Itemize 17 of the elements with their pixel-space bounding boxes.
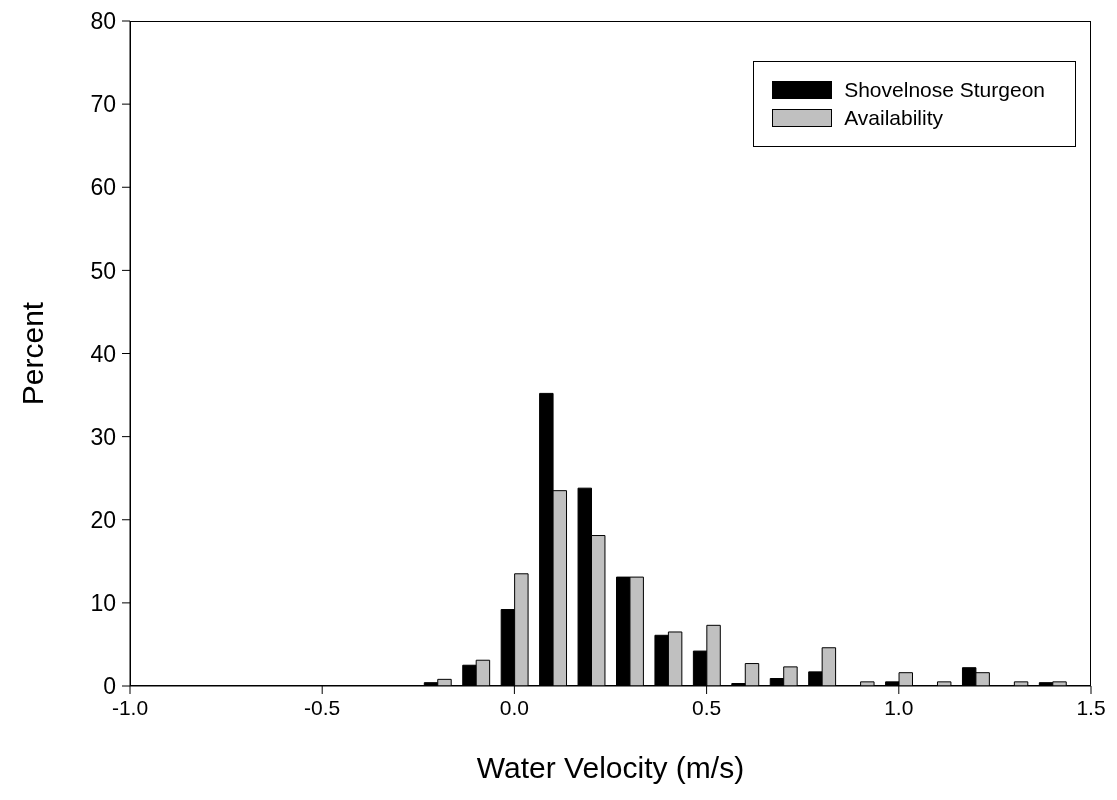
y-tick-label: 40 [90, 340, 116, 367]
y-tick-label: 20 [90, 506, 116, 533]
x-tick-label: 1.0 [884, 695, 914, 719]
y-tick-label: 50 [90, 257, 116, 284]
y-axis-title: Percent [15, 301, 49, 406]
x-tick-label: -0.5 [304, 695, 341, 719]
legend-label: Shovelnose Sturgeon [844, 77, 1045, 103]
x-tick-label: 0.5 [692, 695, 722, 719]
y-tick-label: 60 [90, 174, 116, 201]
y-tick-label: 80 [90, 8, 116, 35]
y-tick-label: 70 [90, 91, 116, 118]
x-tick-label: 1.5 [1076, 695, 1106, 719]
x-axis-title: Water Velocity (m/s) [476, 751, 745, 784]
y-tick-label: 30 [90, 423, 116, 450]
legend-label: Availability [844, 105, 944, 131]
x-tick-label: 0.0 [499, 695, 529, 719]
y-tick-label: 10 [90, 590, 116, 617]
